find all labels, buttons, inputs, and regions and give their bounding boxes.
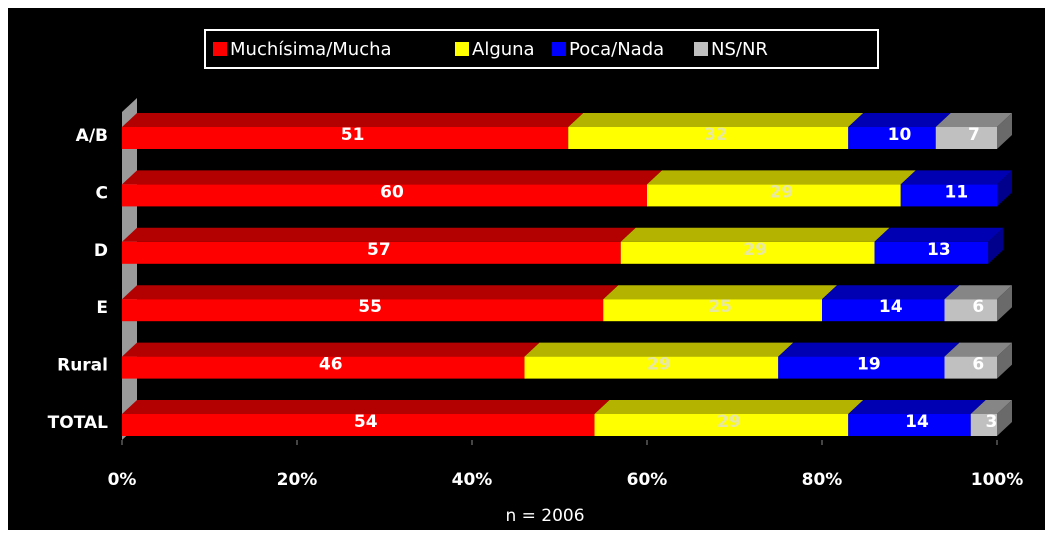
legend-swatch	[455, 42, 469, 56]
bar-top	[122, 342, 540, 357]
bar-segment	[848, 414, 971, 436]
value-label: 29	[770, 182, 794, 202]
legend-swatch	[213, 42, 227, 56]
value-label: 14	[905, 412, 929, 432]
x-tick-label: 0%	[108, 470, 137, 490]
x-tick-label: 60%	[627, 470, 668, 490]
bar-segment	[122, 414, 595, 436]
bar-segment	[778, 356, 945, 379]
bar-top	[568, 113, 864, 127]
legend-label: Poca/Nada	[569, 39, 664, 60]
bar-top	[122, 113, 584, 127]
x-tick-label: 40%	[452, 470, 493, 490]
bar-top	[900, 170, 1012, 185]
wall	[122, 98, 137, 440]
value-label: 6	[972, 355, 984, 375]
value-label: 54	[354, 412, 378, 432]
bar-top	[822, 285, 960, 300]
value-label: 60	[380, 182, 404, 202]
bar-segment	[122, 299, 604, 322]
bar-top	[647, 170, 916, 185]
bar-side	[997, 170, 1012, 207]
y-tick-label: TOTAL	[48, 413, 108, 433]
bar-top	[935, 113, 1012, 127]
bar-top	[524, 342, 794, 357]
value-label: 55	[358, 297, 382, 317]
bar-top	[874, 227, 1004, 242]
bar-top	[620, 227, 890, 242]
bar-segment	[122, 127, 569, 149]
bar-top	[122, 170, 662, 185]
bar-segment	[122, 184, 647, 207]
value-label: 32	[704, 125, 728, 145]
value-label: 51	[341, 125, 365, 145]
bar-segment	[122, 356, 525, 379]
bar-segment	[822, 299, 945, 322]
bar-top	[944, 342, 1012, 357]
y-tick-label: E	[96, 298, 108, 318]
bar-top	[122, 285, 619, 300]
value-label: 13	[927, 240, 951, 260]
value-label: 10	[888, 125, 912, 145]
bar-side	[988, 227, 1004, 264]
value-label: 46	[319, 355, 343, 375]
bar-segment	[647, 184, 901, 207]
legend-label: Muchísima/Mucha	[230, 39, 392, 60]
background	[8, 8, 1045, 530]
value-label: 11	[945, 182, 969, 202]
bar-top	[594, 400, 864, 414]
bar-top	[603, 285, 837, 300]
value-label: 25	[708, 297, 732, 317]
value-label: 19	[857, 355, 881, 375]
x-axis-label: n = 2006	[505, 506, 584, 526]
bar-segment	[944, 299, 997, 322]
bar-side	[997, 113, 1012, 149]
bar-segment	[900, 184, 997, 207]
legend-swatch	[552, 42, 566, 56]
y-tick-label: Rural	[57, 356, 108, 376]
bar-side	[997, 342, 1012, 379]
bar-segment	[524, 356, 779, 379]
y-tick-label: A/B	[76, 126, 108, 146]
y-tick-label: D	[94, 241, 108, 261]
value-label: 6	[972, 297, 984, 317]
x-tick-label: 100%	[971, 470, 1024, 490]
value-label: 29	[647, 355, 671, 375]
bar-segment	[603, 299, 822, 322]
bar-side	[997, 285, 1012, 322]
value-label: 3	[985, 412, 997, 432]
bar-top	[970, 400, 1012, 414]
legend-label: NS/NR	[711, 39, 768, 60]
bar-top	[944, 285, 1012, 300]
bar-top	[778, 342, 960, 357]
x-tick-label: 80%	[802, 470, 843, 490]
value-label: 7	[968, 125, 980, 145]
bar-segment	[848, 127, 936, 149]
bar-segment	[970, 414, 997, 436]
bar-segment	[935, 127, 997, 149]
bar-segment	[122, 241, 621, 264]
value-label: 14	[879, 297, 903, 317]
bar-segment	[620, 241, 875, 264]
bar-top	[122, 400, 610, 414]
value-label: 29	[717, 412, 741, 432]
bar-top	[122, 227, 636, 242]
value-label: 29	[743, 240, 767, 260]
bar-segment	[594, 414, 849, 436]
bar-side	[997, 400, 1012, 436]
value-label: 57	[367, 240, 391, 260]
bar-segment	[568, 127, 849, 149]
legend-box	[204, 29, 879, 69]
y-tick-label: C	[96, 183, 108, 203]
bar-top	[848, 400, 986, 414]
x-tick-label: 20%	[277, 470, 318, 490]
bar-top	[848, 113, 951, 127]
legend-label: Alguna	[472, 39, 535, 60]
bar-segment	[874, 241, 989, 264]
legend-swatch	[694, 42, 708, 56]
bar-segment	[944, 356, 997, 379]
